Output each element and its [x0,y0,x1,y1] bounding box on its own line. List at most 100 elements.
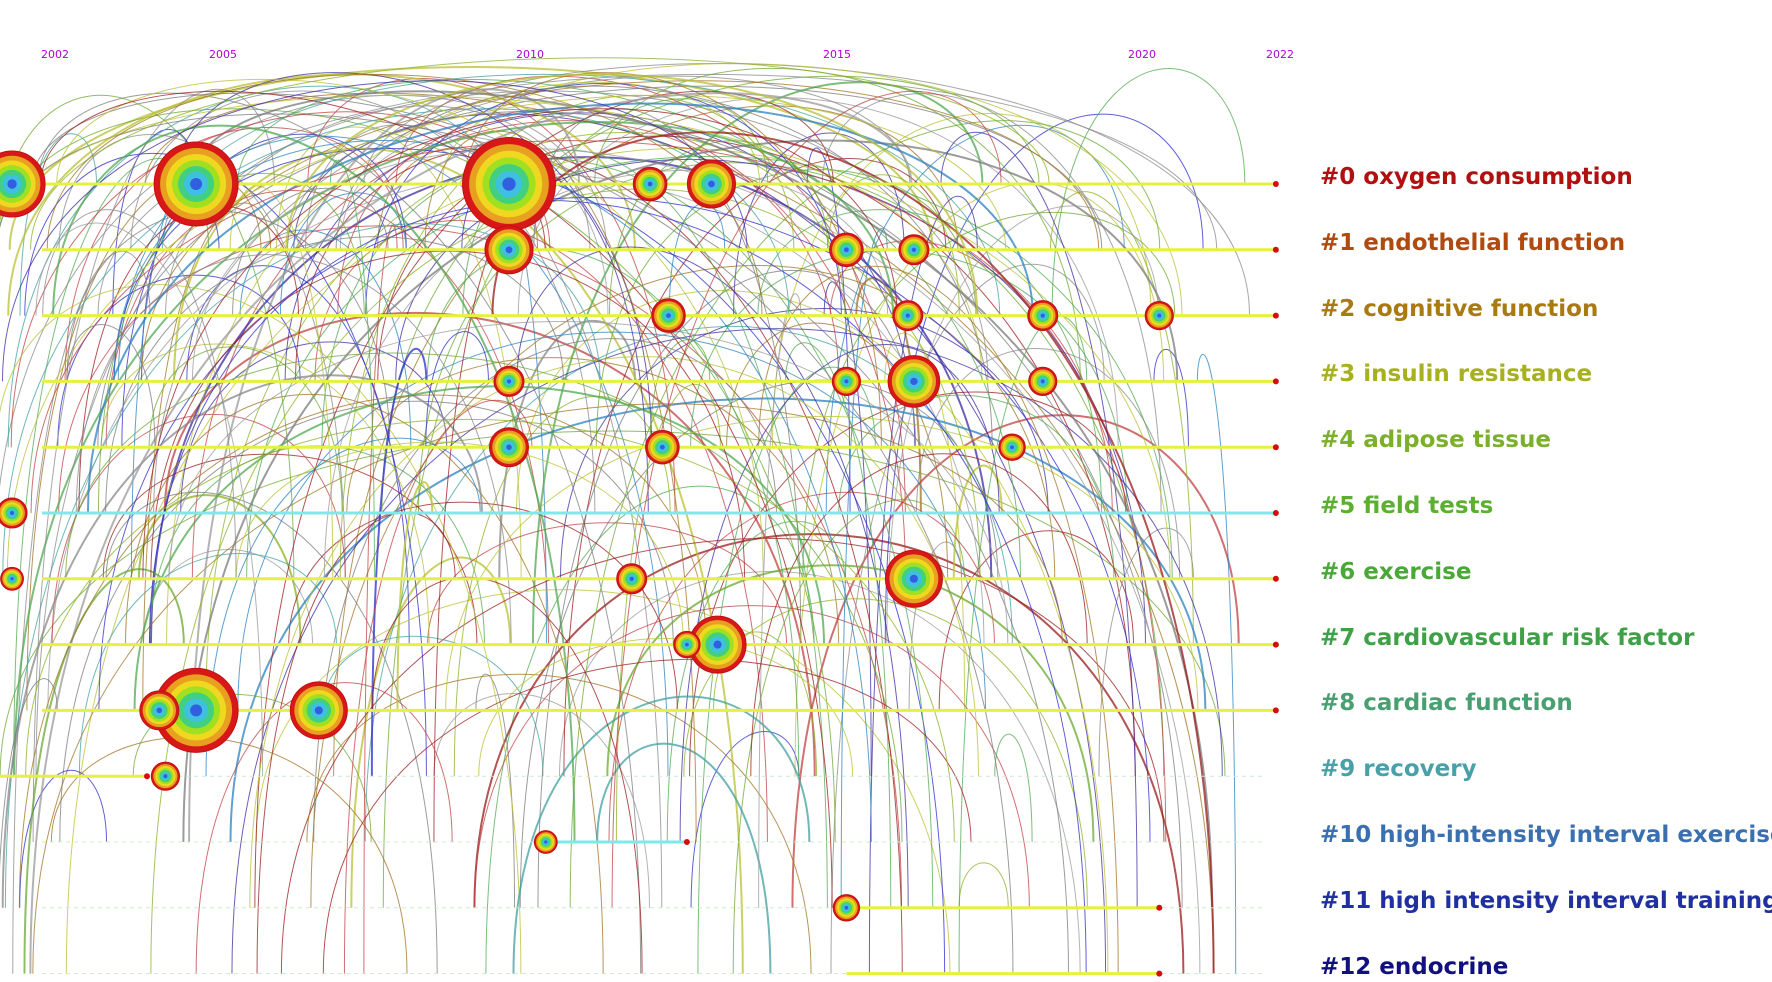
citation-arc [370,347,428,777]
citation-node [645,429,680,465]
citation-node [898,234,930,266]
node-ring [190,704,203,717]
citation-arc [75,254,512,645]
citation-arc [66,210,391,448]
citation-arc [32,403,1063,974]
year-label: 2022 [1266,48,1294,61]
citation-node [892,300,924,332]
cluster-end-marker [1272,641,1279,648]
citation-arc [280,538,1165,974]
citation-arc [840,228,888,908]
cluster-end-marker [1272,181,1279,187]
node-ring [708,180,715,188]
citation-node [0,566,24,591]
citation-arc [86,102,1034,514]
citation-arc [232,187,389,316]
citation-arc [424,130,697,843]
citation-arc [7,73,636,316]
citation-arc [293,113,1107,974]
citation-arc [287,111,1183,908]
cluster-label-12: #12 endocrine [1320,954,1508,980]
node-ring [910,377,918,386]
citation-arc [125,393,604,974]
citation-arc [0,94,607,489]
citation-arc [23,568,185,974]
citation-arc [168,321,1009,645]
citation-node [673,630,701,659]
node-ring [713,640,722,649]
citation-arc [142,202,272,711]
citation-arc [65,352,903,843]
citation-arc [758,265,1119,974]
citation-arc [288,501,678,711]
citation-arc [382,98,769,908]
citation-arc [229,185,334,579]
node-ring [9,510,15,516]
citation-arc [343,399,533,974]
citation-arc [668,202,726,316]
citation-arc [150,188,981,974]
citation-node [0,497,28,529]
citation-node [139,690,180,731]
node-ring [506,444,512,450]
node-ring [505,246,513,254]
node-ring [911,247,917,252]
citation-arc [1153,348,1189,448]
citation-arc [149,199,1087,974]
citation-node [1144,301,1174,331]
citation-arc [237,331,987,711]
citation-node [887,355,941,408]
citation-arc [396,481,434,711]
citation-arc [445,415,1199,711]
citation-node [488,427,529,468]
citation-node [998,433,1026,461]
citation-arc [350,556,512,908]
citation-node [688,615,747,674]
citation-arc [56,78,764,579]
citation-node [461,137,556,231]
citation-node [832,894,861,922]
citation-arc [516,246,909,908]
citation-arc [25,418,955,843]
cluster-label-0: #0 oxygen consumption [1320,164,1633,190]
citation-arc [611,90,1002,908]
citation-arc [314,219,768,843]
citation-arc [1098,527,1195,777]
node-ring [506,379,512,384]
node-ring [666,313,671,318]
citation-arc [1196,353,1237,974]
citation-arc [279,192,407,316]
cluster-label-1: #1 endothelial function [1320,230,1625,256]
citation-node [632,166,668,202]
cluster-end-marker [683,839,690,845]
cluster-end-marker [1272,707,1279,714]
citation-arc [40,90,833,908]
cluster-end-marker [1156,970,1163,977]
citation-node [829,232,864,268]
citation-arc [464,72,882,448]
citation-arc [306,673,812,974]
citation-arc [105,236,564,514]
citation-arc [940,131,1138,908]
citation-node [153,667,239,753]
citation-arc [608,491,995,843]
citation-node [289,681,348,740]
citation-arc [78,553,337,777]
citation-arc [52,124,576,843]
node-ring [629,576,634,581]
citation-arc [381,75,1040,514]
citation-arc [205,437,481,777]
citation-node [153,141,239,227]
citation-arc [958,862,1009,908]
citation-node [533,830,558,854]
citation-node [150,761,181,791]
citation-arc [191,120,840,579]
node-ring [844,379,849,384]
citation-arc [427,522,788,645]
citation-arc [732,499,965,974]
node-ring [844,905,849,910]
citation-arc [26,173,262,711]
node-ring [647,181,653,187]
node-ring [1040,313,1045,318]
